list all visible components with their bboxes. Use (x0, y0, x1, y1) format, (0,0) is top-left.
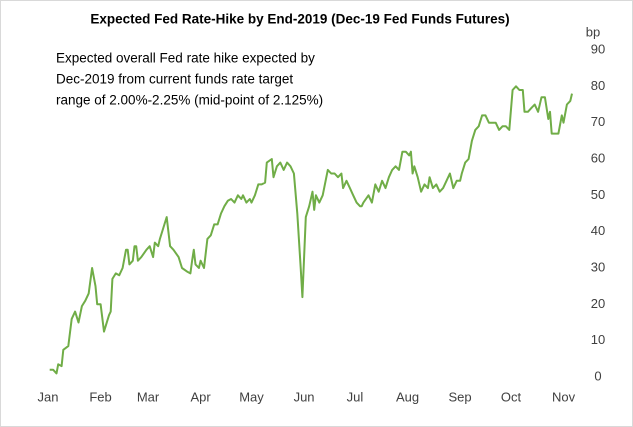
y-tick-label: 40 (591, 223, 605, 238)
y-axis-label: bp (586, 24, 600, 39)
annotation-line: Dec-2019 from current funds rate target (56, 72, 293, 87)
y-tick-label: 10 (591, 332, 605, 347)
x-tick-label: Oct (501, 389, 522, 404)
x-tick-label: Apr (191, 389, 212, 404)
y-tick-label: 20 (591, 296, 605, 311)
chart-title: Expected Fed Rate-Hike by End-2019 (Dec-… (90, 12, 509, 27)
y-tick-label: 70 (591, 114, 605, 129)
x-tick-label: Nov (552, 389, 576, 404)
annotation-line: Expected overall Fed rate hike expected … (56, 51, 315, 66)
y-tick-label: 30 (591, 259, 605, 274)
x-tick-label: May (239, 389, 264, 404)
x-tick-label: Jan (38, 389, 59, 404)
y-tick-label: 80 (591, 78, 605, 93)
y-tick-label: 90 (591, 41, 605, 56)
annotation-box (50, 47, 340, 113)
plot-area: 0 10 20 30 40 50 60 70 80 90 Jan Feb Mar Apr May Jun Jul… (38, 41, 606, 404)
x-tick-label: Jun (294, 389, 315, 404)
data-line (49, 85, 573, 375)
x-tick-label: Feb (89, 389, 111, 404)
x-tick-label: Mar (137, 389, 160, 404)
x-tick-label: Jul (347, 389, 364, 404)
annotation-line: range of 2.00%-2.25% (mid-point of 2.125… (56, 93, 323, 108)
x-tick-label: Aug (396, 389, 419, 404)
y-tick-label: 50 (591, 187, 605, 202)
x-tick-label: Sep (449, 389, 472, 404)
y-tick-label: 0 (594, 368, 601, 383)
y-tick-label: 60 (591, 150, 605, 165)
